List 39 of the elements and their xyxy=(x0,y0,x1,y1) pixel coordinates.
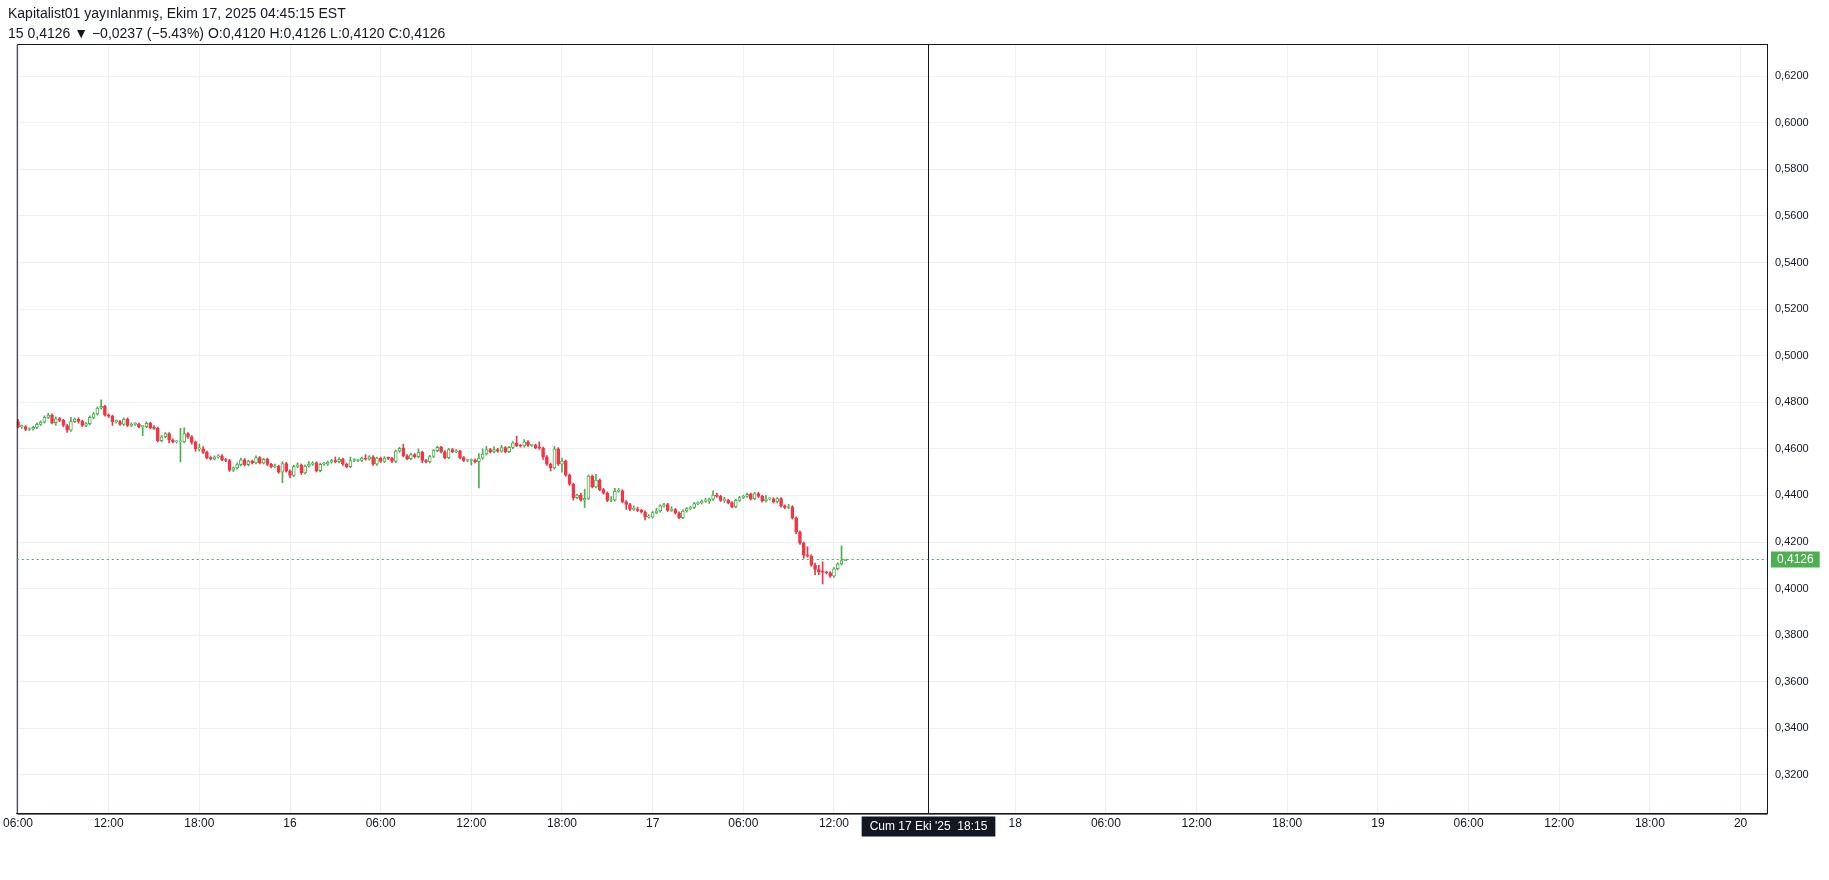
chart-subtitle: 15 0,4126 ▼ −0,0237 (−5.43%) O:0,4120 H:0,4126 L:0,4120 C:0,4126 xyxy=(8,24,446,43)
x-tick-label: 06:00 xyxy=(728,816,759,831)
x-tick-label: 12:00 xyxy=(456,816,487,831)
y-tick-label: 0,4200 xyxy=(1775,535,1809,548)
x-tick-label: 18:00 xyxy=(546,816,578,831)
x-tick-label: 18:00 xyxy=(1634,816,1666,831)
y-tick-label: 0,4800 xyxy=(1775,395,1809,408)
y-tick-label: 0,3800 xyxy=(1775,628,1809,641)
x-tick-label: 06:00 xyxy=(1090,816,1122,831)
x-tick-label: 19 xyxy=(1371,816,1385,831)
y-tick-label: 0,5400 xyxy=(1775,255,1809,268)
x-tick-label: 12:00 xyxy=(1181,816,1212,831)
x-tick-label: 18 xyxy=(1008,816,1023,831)
y-tick-label: 0,5200 xyxy=(1775,302,1809,315)
x-tick-label: 12:00 xyxy=(93,816,125,831)
x-tick-label: 16 xyxy=(283,816,297,831)
ref-line-label: 0,4126 xyxy=(1777,551,1815,566)
y-tick-label: 0,4600 xyxy=(1775,441,1809,454)
y-tick-label: 0,6200 xyxy=(1775,69,1809,82)
y-tick-label: 0,3600 xyxy=(1775,674,1809,687)
ref-line-label: Cum 17 Eki '25 18:15 xyxy=(869,818,988,833)
x-tick-label: 20 xyxy=(1733,816,1748,831)
x-tick-label: 12:00 xyxy=(1544,816,1575,831)
y-tick-label: 0,4000 xyxy=(1775,581,1809,594)
y-tick-label: 0,4400 xyxy=(1775,488,1809,501)
chart-title: Kapitalist01 yayınlanmış, Ekim 17, 2025 04:45:15 EST xyxy=(8,4,347,23)
x-tick-label: 18:00 xyxy=(1272,816,1303,831)
y-tick-label: 0,5800 xyxy=(1775,162,1809,175)
y-tick-label: 0,5600 xyxy=(1775,208,1809,221)
x-tick-label: 06:00 xyxy=(1453,816,1484,831)
y-tick-label: 0,3200 xyxy=(1775,767,1809,780)
x-tick-label: 06:00 xyxy=(3,816,34,831)
x-tick-label: 06:00 xyxy=(365,816,396,831)
y-tick-label: 0,5000 xyxy=(1775,348,1809,361)
x-tick-label: 18:00 xyxy=(184,816,215,831)
y-tick-label: 0,6000 xyxy=(1775,115,1809,128)
y-tick-label: 0,3400 xyxy=(1775,721,1809,734)
x-tick-label: 12:00 xyxy=(818,816,850,831)
x-tick-label: 17 xyxy=(645,816,660,831)
